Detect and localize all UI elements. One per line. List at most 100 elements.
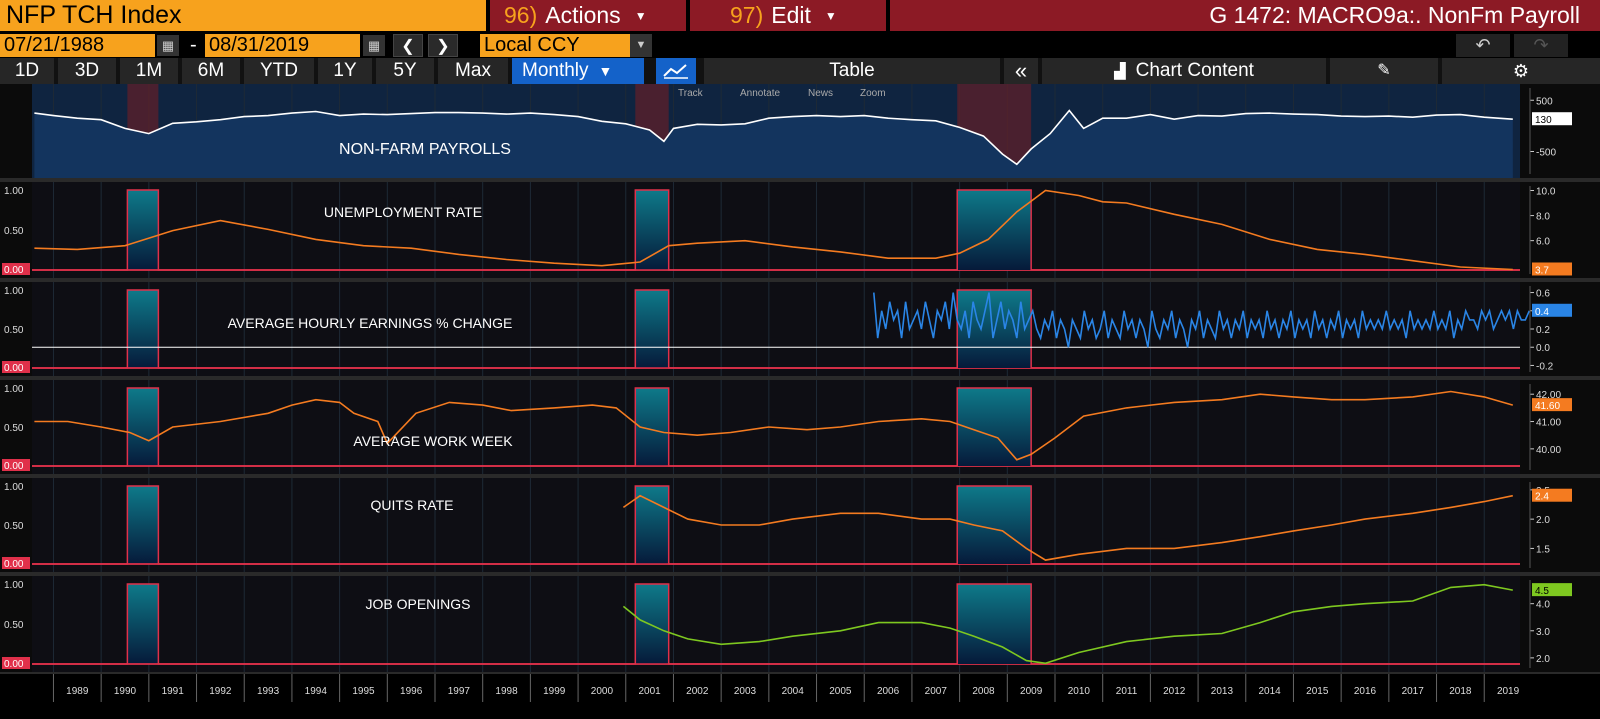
calendar-icon[interactable]: ▦: [157, 35, 179, 56]
recession-bar: [635, 190, 669, 270]
recession-bar: [957, 388, 1032, 466]
line-chart-icon[interactable]: [656, 58, 696, 84]
x-tick-label: 2001: [638, 686, 661, 697]
left-tick: 0.50: [4, 521, 24, 532]
chart-area[interactable]: 500 -500 130 NON-FARM PAYROLLS 1.00 0.50 0.00 1…: [0, 84, 1600, 719]
period-3d[interactable]: 3D: [58, 58, 116, 84]
recession-indicator: [32, 189, 1520, 271]
left-value-badge: [2, 459, 30, 471]
axis-tick-label: 0.0: [1536, 343, 1550, 354]
plot-background: [32, 282, 1520, 376]
currency-select[interactable]: Local CCY: [480, 34, 630, 57]
x-tick-label: 2004: [782, 686, 805, 697]
gear-icon[interactable]: ⚙: [1442, 58, 1600, 84]
news-tool[interactable]: News: [808, 88, 833, 99]
end-date-input[interactable]: 08/31/2019: [205, 34, 360, 57]
period-1d[interactable]: 1D: [0, 58, 54, 84]
axis-tick-label: 0.6: [1536, 289, 1550, 300]
period-ytd[interactable]: YTD: [244, 58, 314, 84]
recession-bar: [127, 190, 159, 270]
zoom-tool[interactable]: Zoom: [860, 88, 886, 99]
bar-chart-icon: ▟: [1114, 63, 1126, 80]
calendar-icon[interactable]: ▦: [363, 35, 385, 56]
right-axis: 4.0 3.0 2.0 4.5: [1529, 580, 1572, 668]
x-tick-label: 1994: [305, 686, 328, 697]
last-value: 4.5: [1535, 586, 1549, 597]
start-date-input[interactable]: 07/21/1988: [0, 34, 155, 57]
left-tick: 0.50: [4, 325, 24, 336]
axis-tick-label: 1.5: [1536, 544, 1550, 555]
panel-divider: [0, 178, 1600, 182]
x-tick-label: 1998: [495, 686, 518, 697]
series-line: [622, 583, 1513, 665]
redo-icon[interactable]: ↷: [1514, 34, 1568, 57]
right-axis: 10.0 8.0 6.0 3.7: [1529, 186, 1572, 276]
recession-bar: [127, 584, 159, 664]
chart-content-label: Chart Content: [1135, 60, 1254, 81]
x-tick-label: 2008: [972, 686, 995, 697]
x-tick-label: 1990: [114, 686, 137, 697]
period-5y[interactable]: 5Y: [376, 58, 434, 84]
x-tick-label: 1991: [162, 686, 185, 697]
period-6m[interactable]: 6M: [182, 58, 240, 84]
chevron-down-icon[interactable]: ▼: [630, 34, 652, 57]
annotate-tool[interactable]: Annotate: [740, 88, 780, 99]
left-tick: 1.00: [4, 384, 24, 395]
series-area: [34, 110, 1513, 178]
last-value-badge: [1532, 583, 1572, 597]
prev-period-button[interactable]: ❮: [393, 34, 423, 57]
ticker-field[interactable]: NFP TCH Index: [0, 0, 486, 31]
panel-divider: [0, 572, 1600, 576]
series-label: JOB OPENINGS: [365, 596, 470, 612]
panel-2: 1.00 0.50 0.00 10.0 8.0 6.0 3.7 UNEMPLOYMENT RA…: [0, 182, 1600, 282]
table-button[interactable]: Table: [704, 58, 1000, 84]
panel-divider: [0, 376, 1600, 380]
title-bar: NFP TCH Index 96) Actions ▼ 97) Edit ▼ G 147…: [0, 0, 1600, 32]
axis-tick-label: 40.00: [1536, 445, 1561, 456]
series-line: [34, 189, 1513, 271]
x-tick-label: 2019: [1497, 686, 1520, 697]
edit-menu[interactable]: 97) Edit ▼: [690, 0, 886, 31]
x-tick-label: 2003: [734, 686, 757, 697]
recession-bar: [127, 290, 159, 368]
right-axis: 2.52.01.52.4: [1529, 482, 1572, 568]
period-1y[interactable]: 1Y: [318, 58, 372, 84]
x-tick-label: 1995: [352, 686, 375, 697]
x-tick-label: 1997: [448, 686, 471, 697]
x-tick-label: 2018: [1449, 686, 1472, 697]
chart-tools: Track Annotate News Zoom: [678, 88, 886, 99]
axis-tick-label: 10.0: [1536, 187, 1556, 198]
x-tick-label: 2015: [1306, 686, 1329, 697]
axis-tick-label: 3.0: [1536, 627, 1550, 638]
plot-background: [32, 576, 1520, 672]
series-line: [622, 494, 1513, 561]
pencil-icon[interactable]: ✎: [1330, 58, 1438, 84]
x-tick-label: 2017: [1402, 686, 1425, 697]
next-period-button[interactable]: ❯: [428, 34, 458, 57]
last-value-badge: [1532, 262, 1572, 276]
period-max[interactable]: Max: [438, 58, 508, 84]
date-range-bar: 07/21/1988 ▦ - 08/31/2019 ▦ ❮ ❯ Local CC…: [0, 34, 1600, 58]
series-line: [873, 292, 1531, 348]
undo-icon[interactable]: ↶: [1456, 34, 1510, 57]
x-tick-label: 2000: [591, 686, 614, 697]
recession-indicator: [32, 485, 1520, 565]
x-tick-label: 2011: [1116, 686, 1138, 697]
chevron-down-icon: ▼: [634, 9, 647, 24]
actions-menu[interactable]: 96) Actions ▼: [490, 0, 686, 31]
period-1m[interactable]: 1M: [120, 58, 178, 84]
frequency-select[interactable]: Monthly ▼: [512, 58, 644, 84]
left-value: 0.00: [4, 559, 24, 570]
right-axis: 500 -500 130: [1529, 88, 1572, 174]
series-label: UNEMPLOYMENT RATE: [324, 204, 482, 220]
double-chevron-left-icon[interactable]: «: [1004, 58, 1038, 84]
left-value: 0.00: [4, 363, 24, 374]
last-value-badge: [1532, 112, 1572, 126]
x-tick-label: 2009: [1020, 686, 1043, 697]
track-tool[interactable]: Track: [678, 88, 704, 99]
series-label: AVERAGE WORK WEEK: [353, 433, 513, 449]
x-tick-label: 2010: [1068, 686, 1091, 697]
chart-content-button[interactable]: ▟ Chart Content: [1042, 58, 1326, 84]
left-value-badge: [2, 361, 30, 373]
